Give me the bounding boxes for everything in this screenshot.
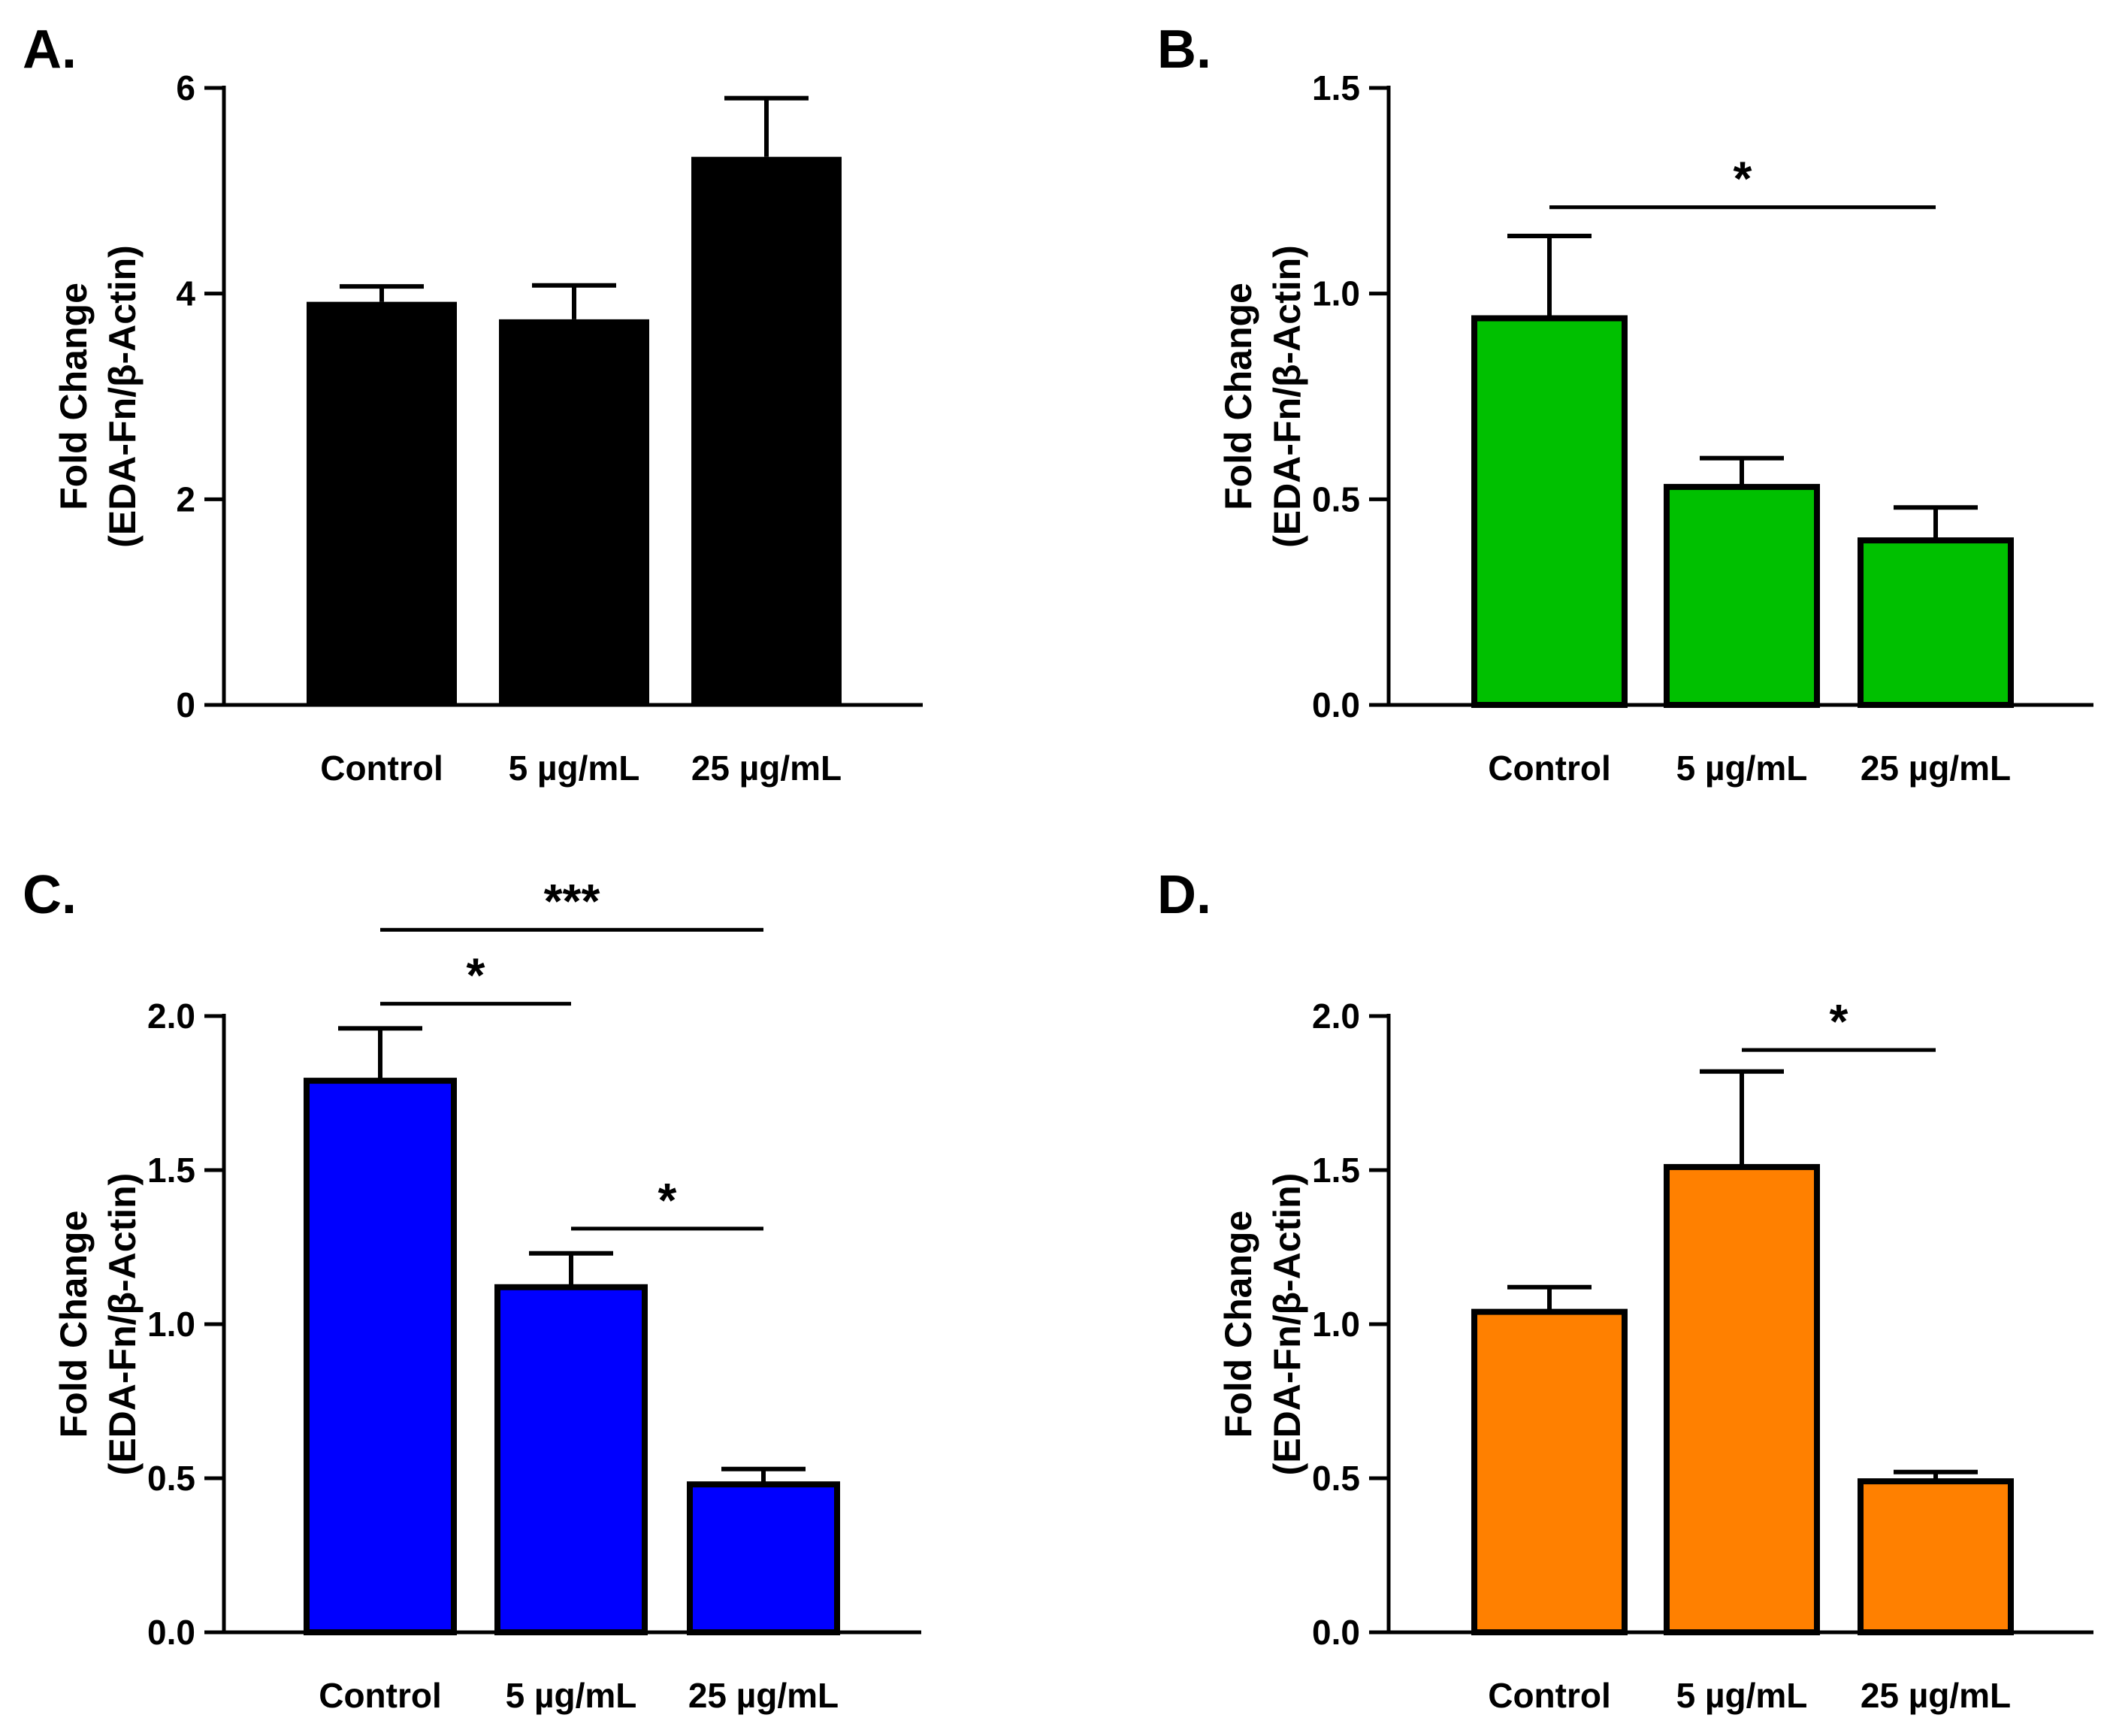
bar <box>687 1481 840 1635</box>
y-tick-label: 0.0 <box>1312 685 1360 724</box>
y-tick-label: 6 <box>176 68 195 107</box>
bar <box>1858 537 2014 708</box>
panel-label: A. <box>23 20 77 80</box>
y-tick-label: 1.5 <box>1312 68 1360 107</box>
bar <box>1471 315 1628 708</box>
y-tick-label: 4 <box>176 274 195 313</box>
y-tick-label: 0.5 <box>147 1459 195 1498</box>
panel-d: D. 0.0 0.5 1.0 1.5 2.0 Fold Change (EDA-Fn/β-Ac… <box>1157 865 2093 1715</box>
bar <box>1664 483 1820 708</box>
y-tick-label: 2.0 <box>147 997 195 1036</box>
significance-marker: * <box>467 948 485 1003</box>
bar <box>304 1078 457 1635</box>
bar <box>1471 1308 1628 1635</box>
significance-marker: * <box>1830 994 1849 1048</box>
y-axis-title: (EDA-Fn/β-Actin) <box>101 1173 144 1476</box>
panel-a: A. 0 2 4 6 Fold Change (EDA-Fn/β-Actin) Control… <box>23 20 923 788</box>
category-label: 5 µg/mL <box>509 749 640 788</box>
category-label: 25 µg/mL <box>688 1676 839 1715</box>
y-axis-title: Fold Change <box>53 283 95 510</box>
panel-c: C. 0.0 0.5 1.0 1.5 2.0 Fold Change (EDA-Fn/β-Ac… <box>23 865 921 1715</box>
category-label: Control <box>1488 1676 1611 1715</box>
y-tick-label: 0.0 <box>1312 1613 1360 1652</box>
significance-marker: *** <box>544 874 600 928</box>
y-tick-label: 1.0 <box>1312 274 1360 313</box>
significance-marker: * <box>658 1173 677 1227</box>
category-label: Control <box>1488 749 1611 788</box>
bar <box>1858 1478 2014 1635</box>
bar <box>307 301 457 705</box>
y-tick-label: 0.5 <box>1312 1459 1360 1498</box>
y-axis-title: (EDA-Fn/β-Actin) <box>101 245 144 548</box>
category-label: 5 µg/mL <box>506 1676 637 1715</box>
bar <box>691 156 842 705</box>
bar <box>499 319 649 705</box>
panel-label: B. <box>1157 20 1211 80</box>
y-tick-label: 0.5 <box>1312 479 1360 519</box>
category-label: 5 µg/mL <box>1676 1676 1808 1715</box>
y-axis-title: Fold Change <box>53 1211 95 1438</box>
y-axis-title: (EDA-Fn/β-Actin) <box>1266 1173 1308 1476</box>
category-label: 25 µg/mL <box>691 749 842 788</box>
category-label: 25 µg/mL <box>1861 1676 2011 1715</box>
category-label: Control <box>319 1676 442 1715</box>
y-tick-label: 2 <box>176 479 195 519</box>
y-tick-label: 0.0 <box>147 1613 195 1652</box>
y-tick-label: 0 <box>176 685 195 724</box>
y-axis-title: Fold Change <box>1217 1211 1259 1438</box>
y-axis-title: (EDA-Fn/β-Actin) <box>1266 245 1308 548</box>
panel-label: D. <box>1157 865 1211 925</box>
y-tick-label: 1.5 <box>147 1151 195 1190</box>
significance-marker: * <box>1734 152 1752 206</box>
category-label: 5 µg/mL <box>1676 749 1808 788</box>
category-label: Control <box>320 749 443 788</box>
y-tick-label: 1.0 <box>1312 1305 1360 1344</box>
y-axis-title: Fold Change <box>1217 283 1259 510</box>
category-label: 25 µg/mL <box>1861 749 2011 788</box>
y-tick-label: 1.0 <box>147 1305 195 1344</box>
bar <box>494 1284 648 1636</box>
panel-b: B. 0.0 0.5 1.0 1.5 Fold Change (EDA-Fn/β-Actin… <box>1157 20 2093 788</box>
panel-label: C. <box>23 865 77 925</box>
y-tick-label: 1.5 <box>1312 1151 1360 1190</box>
y-tick-label: 2.0 <box>1312 997 1360 1036</box>
bar <box>1664 1163 1820 1635</box>
